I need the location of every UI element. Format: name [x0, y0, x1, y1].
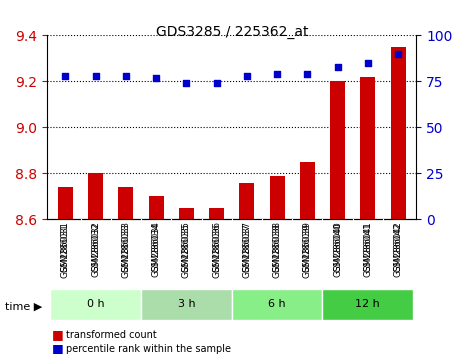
Text: GSM286037: GSM286037 — [242, 223, 251, 278]
Bar — [209, 208, 224, 219]
Text: 6 h: 6 h — [268, 299, 286, 309]
Point — [334, 64, 342, 69]
FancyBboxPatch shape — [232, 289, 323, 320]
Bar — [58, 187, 73, 219]
Point — [152, 75, 160, 81]
Text: GSM286039: GSM286039 — [303, 223, 312, 278]
Text: percentile rank within the sample: percentile rank within the sample — [66, 344, 231, 354]
Point — [243, 73, 251, 79]
Text: 3 h: 3 h — [177, 299, 195, 309]
Text: ■: ■ — [52, 328, 64, 341]
Text: 12 h: 12 h — [356, 299, 380, 309]
Text: transformed count: transformed count — [66, 330, 157, 339]
FancyBboxPatch shape — [50, 289, 141, 320]
Text: GSM286038: GSM286038 — [272, 223, 281, 278]
Point — [122, 73, 130, 79]
Bar — [300, 162, 315, 219]
Text: GSM286036: GSM286036 — [212, 223, 221, 278]
Text: GSM286033: GSM286033 — [122, 223, 131, 278]
Point — [92, 73, 99, 79]
Text: ■: ■ — [52, 342, 64, 354]
Bar — [360, 77, 376, 219]
Bar — [149, 196, 164, 219]
Bar — [239, 183, 254, 219]
Point — [394, 51, 402, 57]
Bar — [391, 47, 406, 219]
Point — [304, 71, 311, 77]
Text: GSM286034: GSM286034 — [152, 223, 161, 278]
Text: GSM286042: GSM286042 — [394, 223, 403, 277]
Text: GSM286032: GSM286032 — [91, 223, 100, 278]
Text: GSM286031: GSM286031 — [61, 223, 70, 278]
Text: GSM286040: GSM286040 — [333, 223, 342, 278]
Point — [61, 73, 69, 79]
Point — [183, 80, 190, 86]
Text: GSM286035: GSM286035 — [182, 223, 191, 278]
FancyBboxPatch shape — [323, 289, 413, 320]
Bar — [179, 208, 194, 219]
Text: GDS3285 / 225362_at: GDS3285 / 225362_at — [156, 25, 308, 39]
Text: GSM286041: GSM286041 — [363, 223, 372, 278]
Bar — [270, 176, 285, 219]
FancyBboxPatch shape — [141, 289, 232, 320]
Point — [213, 80, 220, 86]
Bar — [118, 187, 133, 219]
Text: time ▶: time ▶ — [5, 301, 42, 311]
Point — [273, 71, 281, 77]
Text: 0 h: 0 h — [87, 299, 105, 309]
Bar — [330, 81, 345, 219]
Point — [364, 60, 372, 66]
Bar — [88, 173, 103, 219]
